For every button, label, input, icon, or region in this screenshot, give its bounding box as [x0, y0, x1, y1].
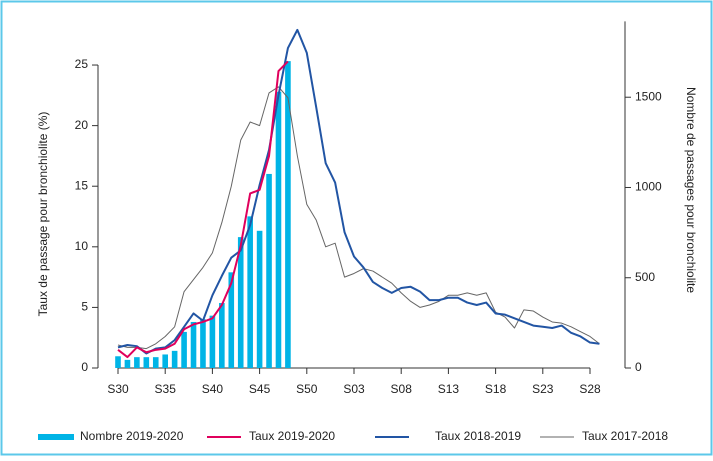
- y2-tick-label: 1500: [635, 89, 662, 103]
- legend-label: Taux 2017-2018: [582, 429, 668, 443]
- x-tick-label: S13: [438, 382, 460, 396]
- x-tick-label: S23: [532, 382, 554, 396]
- legend-label: Taux 2018-2019: [435, 429, 521, 443]
- y-tick-label: 0: [81, 360, 88, 374]
- bar: [228, 272, 235, 368]
- legend-swatch: [38, 434, 74, 440]
- bar: [152, 357, 159, 368]
- bar: [275, 91, 282, 368]
- x-tick-label: S28: [579, 382, 601, 396]
- x-tick-label: S35: [155, 382, 177, 396]
- bar: [124, 359, 131, 368]
- x-tick-label: S30: [107, 382, 129, 396]
- bar: [115, 356, 121, 368]
- y-tick-label: 5: [81, 300, 88, 314]
- y2-tick-label: 500: [635, 270, 655, 284]
- y-tick-label: 10: [75, 239, 89, 253]
- x-tick-label: S03: [343, 382, 365, 396]
- y2-tick-label: 1000: [635, 180, 662, 194]
- bar: [162, 354, 168, 368]
- bar: [247, 216, 253, 368]
- bar: [256, 230, 263, 368]
- bar: [200, 319, 206, 368]
- y2-tick-label: 0: [635, 360, 642, 374]
- bar: [190, 321, 197, 368]
- legend-label: Taux 2019-2020: [249, 429, 335, 443]
- y2-axis-title: Nombre de passages pour bronchiolite: [684, 87, 698, 293]
- bar: [237, 237, 244, 368]
- bar: [266, 173, 272, 368]
- x-tick-label: S50: [296, 382, 318, 396]
- bar: [285, 61, 291, 368]
- bar: [181, 331, 187, 368]
- y-tick-label: 20: [75, 118, 89, 132]
- bar: [209, 315, 216, 368]
- line: [117, 60, 289, 359]
- x-tick-label: S45: [249, 382, 271, 396]
- bar: [143, 357, 150, 368]
- x-tick-label: S08: [391, 382, 413, 396]
- line: [117, 86, 600, 350]
- y-tick-label: 15: [75, 178, 89, 192]
- bar: [219, 303, 225, 368]
- y-axis-title: Taux de passage pour bronchiolite (%): [36, 112, 50, 317]
- legend-label: Nombre 2019-2020: [80, 429, 184, 443]
- bar: [171, 350, 178, 368]
- x-tick-label: S18: [485, 382, 507, 396]
- line: [117, 28, 600, 355]
- y-tick-label: 25: [75, 57, 89, 71]
- bar: [134, 357, 140, 368]
- x-tick-label: S40: [202, 382, 224, 396]
